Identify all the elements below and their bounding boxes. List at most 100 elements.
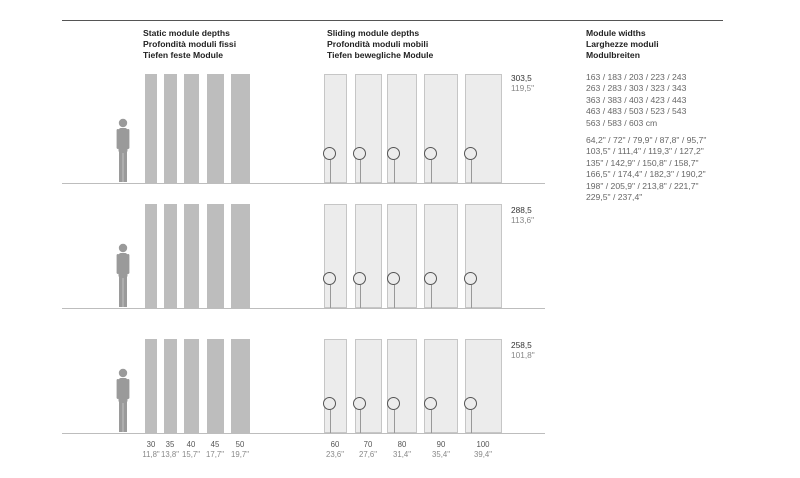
height-cm: 258,5 xyxy=(511,340,532,350)
static-heading-de: Tiefen feste Module xyxy=(143,50,224,60)
static-module-30 xyxy=(145,74,157,183)
sliding-depths-heading: Sliding module depths Profondità moduli … xyxy=(327,28,433,61)
widths-cm-list: 163 / 183 / 203 / 223 / 243 263 / 283 / … xyxy=(586,72,686,129)
static-module-30 xyxy=(145,204,157,308)
depth-in: 15,7" xyxy=(182,450,200,459)
static-heading-en: Static module depths xyxy=(143,28,230,38)
static-module-30 xyxy=(145,339,157,433)
depth-cm: 80 xyxy=(397,440,407,449)
widths-in-line: 103,5" / 111,4" / 119,3" / 127,2" xyxy=(586,146,704,157)
circle-handle-icon xyxy=(464,272,477,285)
sliding-depth-label-100: 100 39,4" xyxy=(463,440,503,460)
handle-rod xyxy=(360,285,361,308)
sliding-heading-it: Profondità moduli mobili xyxy=(327,39,429,49)
depth-cm: 30 xyxy=(146,440,156,449)
floor-line xyxy=(62,308,545,309)
sliding-depth-label-70: 70 27,6" xyxy=(348,440,388,460)
sliding-module-80 xyxy=(387,339,417,433)
circle-handle-icon xyxy=(323,397,336,410)
handle-rod xyxy=(360,410,361,433)
static-depths-heading: Static module depths Profondità moduli f… xyxy=(143,28,236,61)
sliding-depth-label-90: 90 35,4" xyxy=(421,440,461,460)
widths-heading-it: Larghezze moduli xyxy=(586,39,659,49)
handle-rod xyxy=(471,160,472,183)
widths-in-line: 166,5" / 174,4" / 182,3" / 190,2" xyxy=(586,169,706,180)
height-cm: 303,5 xyxy=(511,73,532,83)
widths-in-list: 64,2" / 72" / 79,9" / 87,8" / 95,7" 103,… xyxy=(586,135,706,203)
handle-rod xyxy=(471,285,472,308)
widths-cm-line: 163 / 183 / 203 / 223 / 243 xyxy=(586,72,687,82)
person-icon xyxy=(116,118,130,182)
depth-in: 35,4" xyxy=(432,450,450,459)
static-module-35 xyxy=(164,339,177,433)
static-module-35 xyxy=(164,204,177,308)
circle-handle-icon xyxy=(424,147,437,160)
depth-in: 11,8" xyxy=(142,450,160,459)
widths-in-line: 229,5" / 237,4" xyxy=(586,191,643,202)
sliding-module-60 xyxy=(324,204,347,308)
static-depth-label-45: 45 17,7" xyxy=(195,440,235,460)
handle-rod xyxy=(431,285,432,308)
widths-cm-line: 563 / 583 / 603 cm xyxy=(586,117,658,128)
circle-handle-icon xyxy=(323,147,336,160)
handle-rod xyxy=(431,410,432,433)
circle-handle-icon xyxy=(387,147,400,160)
sliding-module-80 xyxy=(387,74,417,183)
top-rule xyxy=(62,20,723,21)
circle-handle-icon xyxy=(353,397,366,410)
widths-in-line: 198" / 205,9" / 213,8" / 221,7" xyxy=(586,180,699,191)
height-label: 303,5 119,5" xyxy=(511,73,534,93)
sliding-heading-de: Tiefen bewegliche Module xyxy=(327,50,434,60)
sliding-module-70 xyxy=(355,339,382,433)
widths-cm-line: 363 / 383 / 403 / 423 / 443 xyxy=(586,94,687,105)
circle-handle-icon xyxy=(323,272,336,285)
depth-in: 23,6" xyxy=(326,450,344,459)
circle-handle-icon xyxy=(424,397,437,410)
height-cm: 288,5 xyxy=(511,205,532,215)
depth-cm: 90 xyxy=(436,440,446,449)
static-module-40 xyxy=(184,204,199,308)
static-depth-label-40: 40 15,7" xyxy=(171,440,211,460)
depth-in: 13,8" xyxy=(161,450,179,459)
height-in: 101,8" xyxy=(511,350,535,360)
static-module-40 xyxy=(184,339,199,433)
static-module-50 xyxy=(231,74,250,183)
depth-in: 19,7" xyxy=(231,450,249,459)
handle-rod xyxy=(394,285,395,308)
circle-handle-icon xyxy=(464,397,477,410)
height-in: 119,5" xyxy=(511,83,535,93)
depth-in: 17,7" xyxy=(206,450,224,459)
circle-handle-icon xyxy=(424,272,437,285)
depth-cm: 100 xyxy=(476,440,490,449)
sliding-module-90 xyxy=(424,204,458,308)
sliding-module-90 xyxy=(424,339,458,433)
handle-rod xyxy=(471,410,472,433)
depth-in: 27,6" xyxy=(359,450,377,459)
depth-in: 31,4" xyxy=(393,450,411,459)
handle-rod xyxy=(394,410,395,433)
static-module-50 xyxy=(231,339,250,433)
static-module-45 xyxy=(207,339,224,433)
circle-handle-icon xyxy=(353,147,366,160)
module-widths-heading: Module widths Larghezze moduli Modulbrei… xyxy=(586,28,659,61)
circle-handle-icon xyxy=(387,272,400,285)
handle-rod xyxy=(360,160,361,183)
static-module-40 xyxy=(184,74,199,183)
depth-in: 39,4" xyxy=(474,450,492,459)
sliding-module-70 xyxy=(355,74,382,183)
widths-heading-en: Module widths xyxy=(586,28,646,38)
handle-rod xyxy=(330,285,331,308)
height-in: 113,6" xyxy=(511,215,535,225)
circle-handle-icon xyxy=(464,147,477,160)
static-heading-it: Profondità moduli fissi xyxy=(143,39,237,49)
widths-in-line: 135" / 142,9" / 150,8" / 158,7" xyxy=(586,157,699,168)
sliding-depth-label-60: 60 23,6" xyxy=(315,440,355,460)
floor-line xyxy=(62,433,545,434)
circle-handle-icon xyxy=(387,397,400,410)
handle-rod xyxy=(431,160,432,183)
static-module-50 xyxy=(231,204,250,308)
widths-cm-line: 463 / 483 / 503 / 523 / 543 xyxy=(586,106,687,117)
handle-rod xyxy=(330,410,331,433)
sliding-depth-label-80: 80 31,4" xyxy=(382,440,422,460)
sliding-module-100 xyxy=(465,204,502,308)
